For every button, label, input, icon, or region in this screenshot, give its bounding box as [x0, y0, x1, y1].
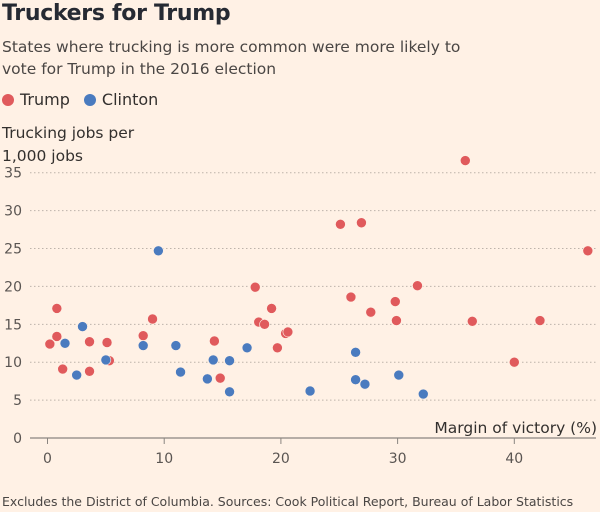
point-trump	[356, 217, 367, 229]
point-clinton	[202, 373, 213, 385]
point-trump	[389, 296, 401, 307]
point-trump	[391, 315, 402, 326]
chart-subtitle: States where trucking is more common wer…	[2, 38, 461, 78]
point-trump	[147, 313, 158, 325]
point-clinton	[175, 366, 186, 378]
y-tick-label: 35	[4, 166, 22, 182]
y-tick-label: 30	[4, 204, 22, 220]
point-trump	[51, 303, 63, 314]
x-tick-label: 10	[155, 451, 173, 467]
point-clinton	[100, 354, 112, 366]
point-trump	[335, 218, 346, 230]
point-trump	[459, 155, 471, 166]
point-clinton	[350, 347, 361, 358]
point-trump	[137, 330, 149, 341]
legend-item-trump: Trump	[2, 90, 70, 109]
y-tick-label: 15	[4, 317, 22, 333]
point-trump	[51, 331, 63, 342]
point-trump	[249, 281, 261, 293]
legend-item-clinton: Clinton	[83, 90, 159, 109]
x-tick-label: 30	[389, 451, 407, 467]
point-trump	[365, 306, 377, 318]
y-axis-label: Trucking jobs per 1,000 jobs	[2, 124, 135, 165]
point-trump	[582, 245, 594, 257]
point-clinton	[304, 385, 316, 397]
point-clinton	[241, 342, 253, 354]
legend-swatch-clinton	[83, 93, 96, 106]
point-trump	[345, 291, 357, 303]
point-clinton	[393, 369, 405, 381]
x-tick-label: 0	[43, 451, 52, 467]
point-trump	[509, 356, 520, 368]
point-trump	[259, 319, 270, 330]
y-tick-label: 10	[4, 355, 22, 371]
x-tick-label: 40	[505, 451, 523, 467]
point-clinton	[137, 340, 149, 351]
point-clinton	[359, 378, 371, 390]
point-trump	[44, 338, 56, 350]
y-tick-label: 25	[4, 242, 22, 258]
point-clinton	[77, 321, 88, 332]
point-trump	[57, 363, 68, 375]
point-trump	[534, 315, 546, 326]
legend: Trump Clinton	[2, 90, 172, 109]
point-clinton	[170, 340, 182, 351]
point-clinton	[417, 388, 429, 400]
point-trump	[214, 372, 226, 384]
point-trump	[466, 315, 478, 327]
point-trump	[101, 337, 113, 348]
legend-swatch-trump	[2, 93, 14, 106]
point-clinton	[224, 386, 235, 398]
point-clinton	[207, 354, 219, 366]
y-tick-label: 5	[13, 393, 22, 409]
source-note: Excludes the District of Columbia. Sourc…	[2, 494, 574, 509]
point-trump	[282, 326, 294, 338]
point-clinton	[224, 355, 235, 366]
point-trump	[272, 342, 283, 354]
chart-title: Truckers for Trump	[2, 1, 231, 26]
point-clinton	[350, 374, 361, 385]
point-trump	[84, 336, 95, 348]
point-trump	[412, 280, 423, 291]
x-tick-label: 20	[272, 451, 290, 467]
point-trump	[84, 366, 95, 377]
point-clinton	[59, 337, 71, 349]
x-axis-label: Margin of victory (%)	[434, 419, 597, 437]
y-tick-label: 20	[4, 279, 22, 295]
legend-label-clinton: Clinton	[101, 90, 159, 109]
point-trump	[266, 303, 277, 314]
legend-label-trump: Trump	[20, 90, 70, 109]
point-clinton	[153, 245, 164, 257]
point-trump	[209, 335, 220, 347]
point-clinton	[71, 369, 82, 381]
y-tick-label: 0	[13, 431, 22, 447]
